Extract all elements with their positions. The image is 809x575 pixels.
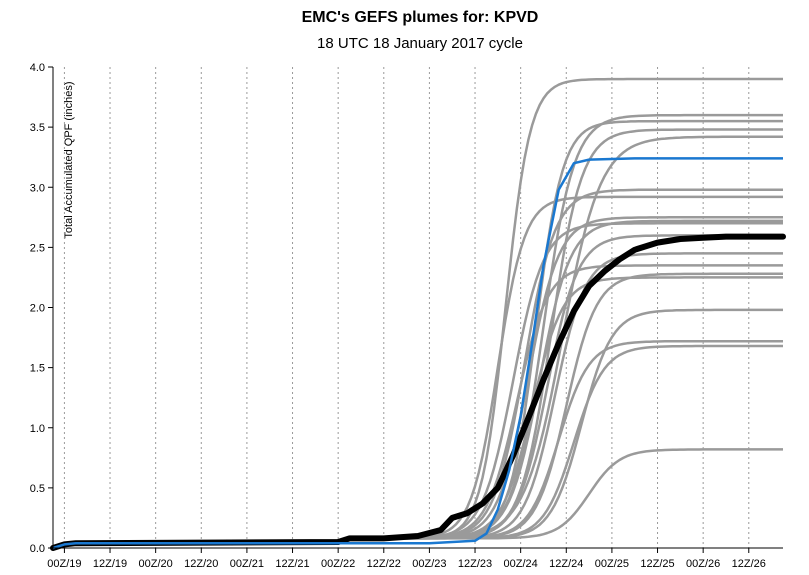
member-line	[52, 128, 783, 550]
y-tick-label: 0.0	[30, 543, 45, 555]
x-tick-label: 12Z/19	[93, 558, 127, 570]
x-tick-label: 12Z/22	[367, 558, 401, 570]
member-line	[52, 222, 783, 550]
chart-title: EMC's GEFS plumes for: KPVD	[302, 9, 539, 26]
y-tick-label: 3.5	[30, 122, 45, 134]
chart-subtitle: 18 UTC 18 January 2017 cycle	[317, 35, 523, 52]
y-tick-label: 3.0	[30, 182, 45, 194]
control-run-layer	[52, 157, 783, 550]
x-tick-label: 00Z/19	[47, 558, 81, 570]
member-line	[52, 188, 783, 550]
member-line	[52, 195, 783, 550]
member-line	[52, 113, 783, 550]
x-tick-label: 00Z/26	[686, 558, 720, 570]
x-tick-label: 12Z/20	[184, 558, 218, 570]
member-line	[52, 339, 783, 550]
y-tick-label: 0.5	[30, 483, 45, 495]
x-tick-label: 00Z/25	[595, 558, 629, 570]
member-line	[52, 216, 783, 550]
member-line	[52, 448, 783, 550]
member-line	[52, 77, 783, 550]
y-tick-label: 4.0	[30, 62, 45, 74]
x-tick-label: 12Z/25	[640, 558, 674, 570]
member-line	[52, 234, 783, 550]
x-tick-label: 00Z/22	[321, 558, 355, 570]
y-tick-label: 1.0	[30, 423, 45, 435]
y-axis-label: Total Accumulated QPF (inches)	[63, 81, 75, 238]
ensemble-mean-line	[50, 233, 786, 551]
ensemble-mean-layer	[50, 233, 786, 551]
member-line	[52, 276, 783, 550]
x-tick-label: 00Z/24	[504, 558, 538, 570]
ensemble-members	[52, 77, 783, 550]
x-tick-label: 12Z/23	[458, 558, 492, 570]
x-tick-label: 00Z/20	[139, 558, 173, 570]
axes: 00Z/19 12Z/19 00Z/20 12Z/20 00Z/21 12Z/21 00Z/…	[30, 62, 783, 570]
x-tick-label: 12Z/24	[549, 558, 583, 570]
member-line	[52, 344, 783, 550]
control-line	[52, 157, 783, 550]
x-tick-label: 12Z/26	[732, 558, 766, 570]
member-line	[52, 119, 783, 550]
y-tick-label: 2.0	[30, 303, 45, 315]
x-tick-label: 12Z/21	[275, 558, 309, 570]
gridlines	[63, 67, 750, 548]
member-line	[52, 264, 783, 550]
y-tick-label: 2.5	[30, 242, 45, 254]
x-tick-label: 00Z/23	[412, 558, 446, 570]
x-tick-label: 00Z/21	[230, 558, 264, 570]
member-line	[52, 272, 783, 550]
y-tick-label: 1.5	[30, 363, 45, 375]
member-line	[52, 252, 783, 550]
member-line	[52, 219, 783, 550]
